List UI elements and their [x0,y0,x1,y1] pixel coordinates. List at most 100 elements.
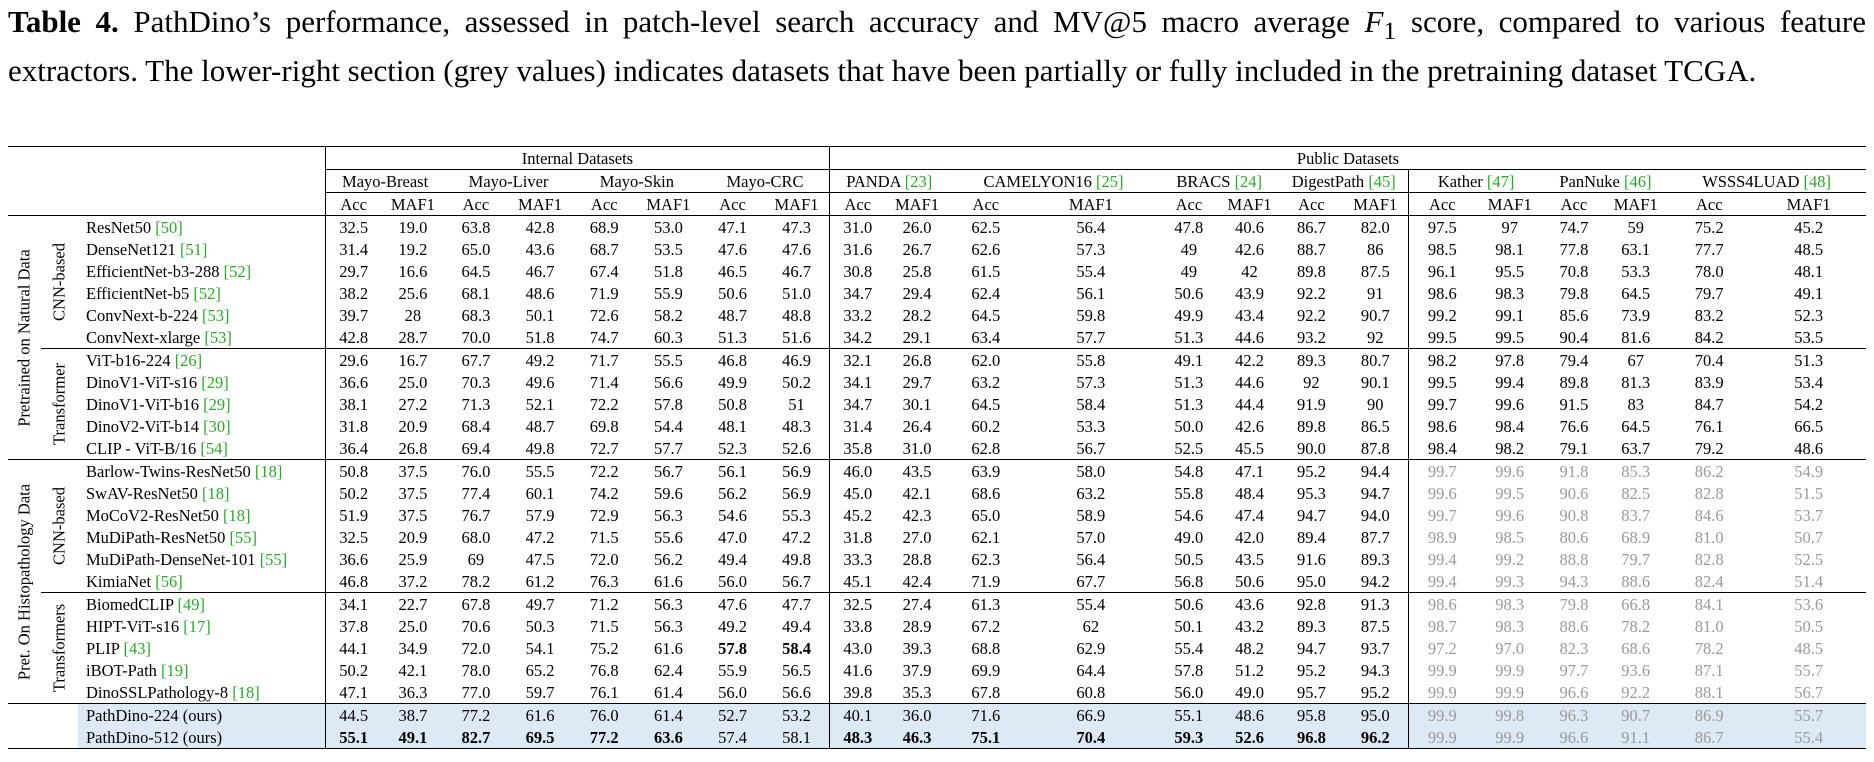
data-cell: 98.6 [1407,592,1476,615]
data-cell: 62.1 [971,527,1001,547]
data-cell: 70.0 [461,327,491,347]
model-name: DinoSSLPathology-8 [18] [86,682,260,702]
data-cell: 43.5 [1235,549,1264,569]
data-cell: 38.1 [324,393,382,415]
data-cell: 75.1 [948,726,1024,749]
model-name: DinoV1-ViT-b16 [29] [86,394,231,414]
data-cell: 55.9 [653,283,683,303]
data-cell: 39.8 [829,681,886,704]
data-cell: 49.0 [1235,682,1264,702]
data-cell: 60.2 [971,416,1001,436]
data-cell: 63.2 [971,372,1001,392]
data-cell: 19.2 [398,239,428,259]
data-cell: 72.2 [572,459,636,482]
data-cell: 49.8 [782,549,811,569]
data-cell: 26.0 [885,215,949,238]
citation-link: [24] [1234,171,1263,191]
model-name: ConvNext-xlarge [53] [86,327,232,347]
dataset-header: PanNuke [46] [1543,169,1668,193]
results-table-wrapper: Internal Datasets Public Datasets Mayo-Bre… [8,146,1866,749]
data-cell: 95.0 [1296,571,1326,591]
data-cell: 85.6 [1559,305,1589,325]
data-cell: 99.9 [1495,682,1525,702]
data-cell: 50.2 [324,482,382,504]
data-cell: 33.8 [829,615,886,637]
data-cell: 22.7 [381,592,445,615]
data-cell: 68.8 [971,638,1001,658]
citation-link: [18] [223,505,251,525]
data-cell: 32.1 [829,348,886,371]
subgroup-label: CNN-based [40,459,78,593]
data-cell: 72.9 [589,505,619,525]
data-cell: 64.5 [1621,283,1651,303]
data-cell: 31.0 [902,438,932,458]
data-cell: 69 [467,549,485,569]
data-cell: 49.4 [718,549,747,569]
data-cell: 99.6 [1475,459,1544,482]
data-cell: 97.8 [1475,348,1544,371]
data-cell: 76.8 [589,660,619,680]
data-cell: 98.2 [1495,438,1525,458]
data-cell: 48.7 [718,305,747,325]
data-cell: 55.7 [1751,703,1866,726]
data-cell: 82.0 [1342,215,1409,238]
data-cell: 56.9 [782,483,811,503]
data-cell: 59.7 [525,682,555,702]
data-cell: 58.2 [653,305,683,325]
table-row: CLIP - ViT-B/16 [54] 36.4 26.8 69.4 49.8 72.7… [8,437,1866,460]
data-cell: 64.5 [971,305,1001,325]
data-cell: 33.2 [829,304,886,326]
data-cell: 46.8 [324,570,382,593]
data-cell: 99.4 [1407,548,1476,570]
data-cell: 51.5 [1794,483,1824,503]
data-cell: 72.7 [589,438,619,458]
citation-link: [43] [123,638,151,658]
data-cell: 84.2 [1694,327,1724,347]
data-cell: 90 [1367,394,1384,414]
metric-header: Acc [1407,192,1476,216]
data-cell: 58.0 [1023,459,1159,482]
data-cell: 29.4 [902,283,932,303]
subgroup-label-text: Transformers [49,603,69,693]
data-cell: 38.7 [381,703,445,726]
data-cell: 41.6 [829,659,886,681]
data-cell: 40.6 [1219,215,1280,238]
data-cell: 77.2 [444,703,508,726]
data-cell: 82.7 [444,726,508,749]
data-cell: 45.2 [829,504,886,526]
model-name: KimiaNet [56] [86,571,183,591]
data-cell: 98.9 [1407,526,1476,548]
data-cell: 43.5 [885,459,949,482]
metric-header: Acc [1298,194,1325,214]
table-row: EfficientNet-b3-288 [52] 29.7 16.6 64.5 46.7… [8,260,1866,282]
data-cell: 49.0 [1174,527,1204,547]
data-cell: 47.2 [525,527,555,547]
data-cell: 71.7 [572,348,636,371]
data-cell: 99.9 [1407,703,1476,726]
data-cell: 66.8 [1604,592,1668,615]
data-cell: 78.2 [1621,616,1651,636]
table-row: ConvNext-b-224 [53] 39.7 28 68.3 50.1 72.6 58.… [8,304,1866,326]
data-cell: 99.7 [1407,393,1476,415]
data-cell: 61.2 [525,571,555,591]
subgroup-label: Transformers [40,592,78,704]
data-cell: 51.3 [718,327,747,347]
data-cell: 77.8 [1559,239,1589,259]
data-cell: 61.4 [635,703,702,726]
dataset-header: Mayo-Breast [324,169,445,193]
data-cell: 88.8 [1559,549,1589,569]
data-cell: 92.2 [1621,682,1651,702]
data-cell: 46.0 [829,459,886,482]
table-row: PLIP [43] 44.1 34.9 72.0 54.1 75.2 61.6 57.8 58.… [8,637,1866,659]
data-cell: 48.6 [525,283,555,303]
data-cell: 16.7 [381,348,445,371]
data-cell: 72.0 [589,549,619,569]
data-cell: 29.1 [902,327,932,347]
data-cell: 44.5 [324,703,382,726]
data-cell: 50.6 [1158,592,1220,615]
citation-link: [48] [1803,171,1832,191]
data-cell: 50.5 [1794,616,1824,636]
data-cell: 44.6 [1235,372,1264,392]
data-cell: 56.6 [782,682,811,702]
metric-header: Acc [829,192,886,216]
